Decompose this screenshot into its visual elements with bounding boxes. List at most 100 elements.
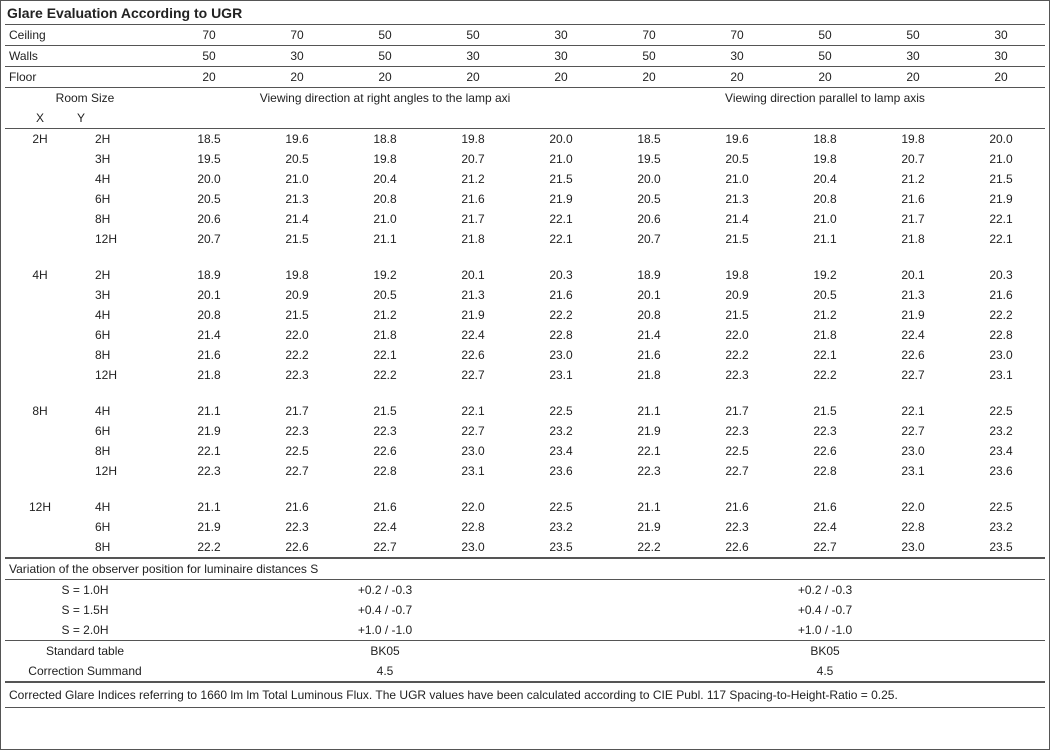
ugr-value: 21.3 bbox=[693, 189, 781, 209]
ugr-value: 23.2 bbox=[517, 517, 605, 537]
ugr-value: 20.9 bbox=[253, 285, 341, 305]
ugr-value: 21.6 bbox=[957, 285, 1045, 305]
ugr-value: 22.2 bbox=[605, 537, 693, 558]
ugr-value: 22.3 bbox=[341, 421, 429, 441]
reflectance-value: 20 bbox=[341, 67, 429, 88]
ugr-table: Ceiling70705050307070505030Walls50305030… bbox=[5, 25, 1045, 708]
ugr-value: 20.0 bbox=[165, 169, 253, 189]
ugr-value: 20.6 bbox=[605, 209, 693, 229]
ugr-value: 22.3 bbox=[253, 365, 341, 385]
ugr-value: 22.2 bbox=[517, 305, 605, 325]
ugr-value: 23.2 bbox=[517, 421, 605, 441]
ugr-value: 21.4 bbox=[605, 325, 693, 345]
reflectance-value: 20 bbox=[253, 67, 341, 88]
reflectance-value: 50 bbox=[341, 46, 429, 67]
ugr-value: 23.1 bbox=[429, 461, 517, 481]
ugr-value: 21.7 bbox=[693, 401, 781, 421]
ugr-value: 21.9 bbox=[429, 305, 517, 325]
ugr-value: 19.8 bbox=[429, 129, 517, 150]
room-y: 4H bbox=[75, 401, 165, 421]
ugr-value: 21.1 bbox=[165, 497, 253, 517]
room-y: 12H bbox=[75, 461, 165, 481]
ugr-value: 21.0 bbox=[253, 169, 341, 189]
room-y: 6H bbox=[75, 517, 165, 537]
reflectance-value: 50 bbox=[781, 25, 869, 46]
room-y: 8H bbox=[75, 441, 165, 461]
reflectance-value: 70 bbox=[165, 25, 253, 46]
ugr-value: 21.6 bbox=[517, 285, 605, 305]
ugr-value: 22.5 bbox=[517, 401, 605, 421]
ugr-value: 23.1 bbox=[517, 365, 605, 385]
ugr-value: 21.2 bbox=[341, 305, 429, 325]
ugr-value: 20.8 bbox=[165, 305, 253, 325]
ugr-value: 20.8 bbox=[341, 189, 429, 209]
ugr-value: 20.5 bbox=[781, 285, 869, 305]
room-y: 3H bbox=[75, 149, 165, 169]
ugr-value: 20.1 bbox=[605, 285, 693, 305]
variation-right: +0.2 / -0.3 bbox=[165, 580, 605, 601]
reflectance-value: 30 bbox=[253, 46, 341, 67]
ugr-value: 21.4 bbox=[253, 209, 341, 229]
ugr-value: 21.6 bbox=[253, 497, 341, 517]
ugr-value: 21.0 bbox=[693, 169, 781, 189]
correction-parallel: 4.5 bbox=[605, 661, 1045, 682]
direction-parallel-label: Viewing direction parallel to lamp axis bbox=[605, 88, 1045, 109]
ugr-value: 21.3 bbox=[869, 285, 957, 305]
ugr-value: 21.3 bbox=[253, 189, 341, 209]
ugr-value: 20.1 bbox=[165, 285, 253, 305]
ugr-value: 23.2 bbox=[957, 517, 1045, 537]
y-label: Y bbox=[75, 108, 165, 129]
ugr-value: 22.3 bbox=[253, 517, 341, 537]
ugr-value: 22.3 bbox=[253, 421, 341, 441]
ugr-value: 19.5 bbox=[605, 149, 693, 169]
ugr-value: 19.8 bbox=[693, 265, 781, 285]
ugr-value: 23.4 bbox=[957, 441, 1045, 461]
ugr-value: 21.5 bbox=[341, 401, 429, 421]
ugr-value: 22.7 bbox=[253, 461, 341, 481]
ugr-value: 21.1 bbox=[781, 229, 869, 249]
room-y: 2H bbox=[75, 129, 165, 150]
standard-table-parallel: BK05 bbox=[605, 641, 1045, 662]
ugr-value: 20.4 bbox=[341, 169, 429, 189]
room-y: 4H bbox=[75, 497, 165, 517]
ugr-value: 21.6 bbox=[341, 497, 429, 517]
ugr-value: 21.5 bbox=[781, 401, 869, 421]
room-x bbox=[5, 421, 75, 441]
ugr-value: 21.8 bbox=[429, 229, 517, 249]
ugr-value: 20.7 bbox=[605, 229, 693, 249]
ugr-value: 19.2 bbox=[781, 265, 869, 285]
room-x: 2H bbox=[5, 129, 75, 150]
room-x bbox=[5, 365, 75, 385]
reflectance-value: 30 bbox=[517, 46, 605, 67]
ugr-value: 22.8 bbox=[957, 325, 1045, 345]
ugr-value: 22.2 bbox=[781, 365, 869, 385]
ugr-value: 22.8 bbox=[869, 517, 957, 537]
ugr-value: 19.8 bbox=[341, 149, 429, 169]
reflectance-value: 30 bbox=[957, 25, 1045, 46]
ugr-value: 21.2 bbox=[429, 169, 517, 189]
correction-label: Correction Summand bbox=[5, 661, 165, 682]
ugr-value: 21.5 bbox=[253, 229, 341, 249]
ugr-value: 22.4 bbox=[341, 517, 429, 537]
room-y: 12H bbox=[75, 365, 165, 385]
ugr-value: 22.6 bbox=[253, 537, 341, 558]
ugr-value: 20.5 bbox=[165, 189, 253, 209]
ugr-value: 21.9 bbox=[165, 421, 253, 441]
ugr-value: 21.7 bbox=[253, 401, 341, 421]
footnote: Corrected Glare Indices referring to 166… bbox=[5, 682, 1045, 708]
variation-right: +1.0 / -1.0 bbox=[165, 620, 605, 641]
ugr-value: 22.3 bbox=[693, 365, 781, 385]
ugr-value: 21.6 bbox=[693, 497, 781, 517]
ugr-value: 21.1 bbox=[605, 497, 693, 517]
ugr-value: 22.1 bbox=[517, 229, 605, 249]
room-x bbox=[5, 285, 75, 305]
ugr-value: 22.6 bbox=[693, 537, 781, 558]
ugr-value: 23.6 bbox=[517, 461, 605, 481]
ugr-value: 22.1 bbox=[781, 345, 869, 365]
ugr-value: 22.8 bbox=[341, 461, 429, 481]
ugr-value: 19.5 bbox=[165, 149, 253, 169]
room-y: 2H bbox=[75, 265, 165, 285]
ugr-value: 22.5 bbox=[517, 497, 605, 517]
ugr-value: 22.8 bbox=[517, 325, 605, 345]
room-y: 4H bbox=[75, 305, 165, 325]
